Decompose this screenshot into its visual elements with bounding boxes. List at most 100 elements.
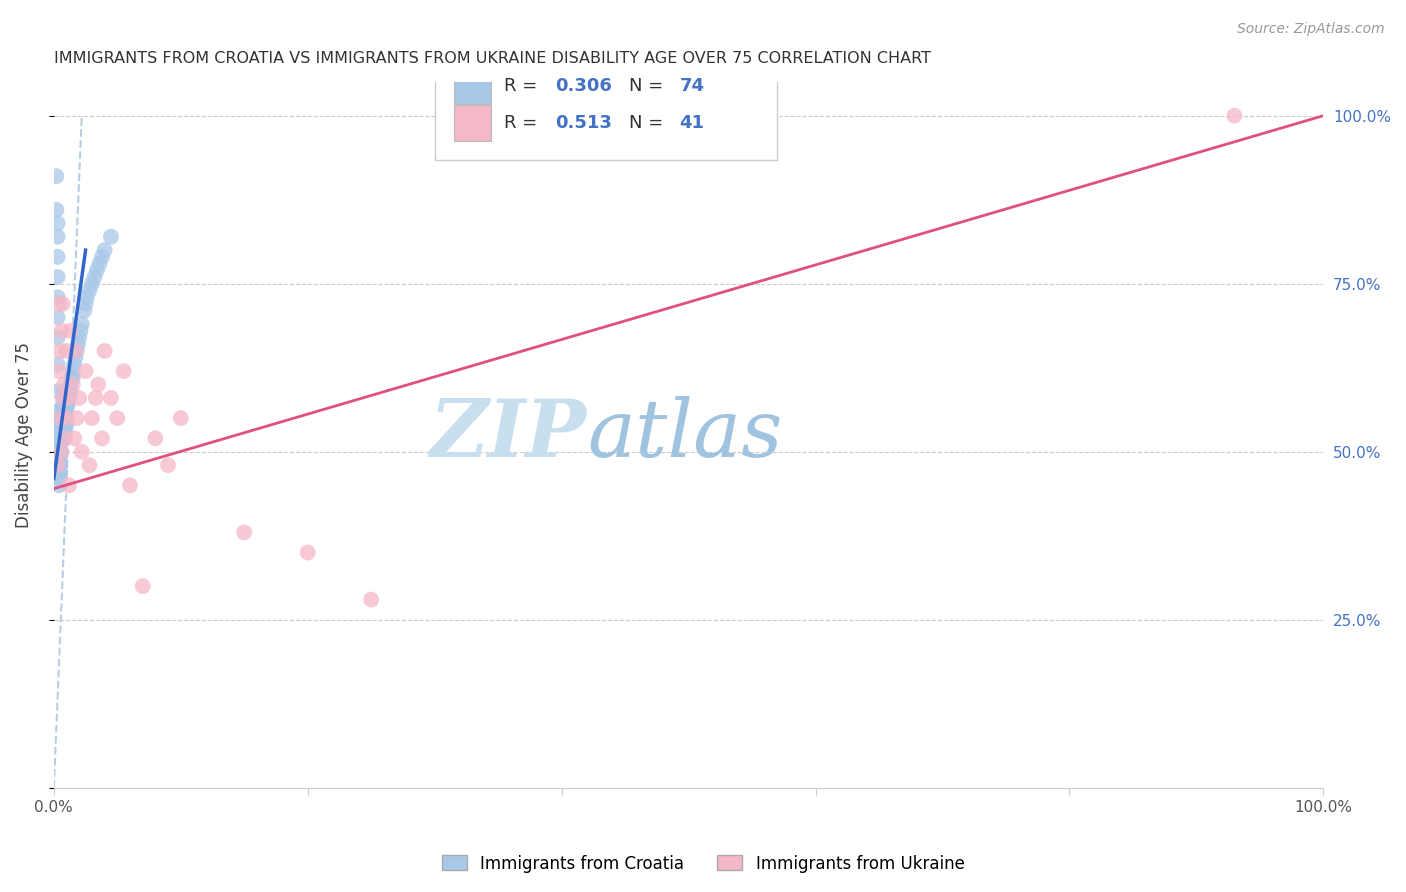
Point	[105, 411, 128, 425]
FancyBboxPatch shape	[434, 78, 778, 160]
Point	[69, 324, 91, 338]
Point	[89, 256, 111, 270]
Point	[83, 270, 105, 285]
Point	[66, 337, 89, 351]
Point	[48, 451, 70, 466]
Text: atlas: atlas	[586, 396, 782, 474]
Point	[58, 391, 80, 405]
Point	[66, 343, 89, 358]
Point	[170, 411, 193, 425]
Point	[62, 377, 84, 392]
Point	[48, 444, 70, 458]
Point	[46, 270, 69, 285]
Point	[46, 229, 69, 244]
Point	[76, 290, 98, 304]
Point	[65, 351, 87, 365]
Point	[63, 431, 86, 445]
Text: R =: R =	[505, 114, 544, 132]
Point	[51, 425, 73, 439]
Point	[48, 297, 70, 311]
Point	[73, 303, 96, 318]
Point	[53, 384, 76, 399]
Point	[70, 317, 93, 331]
Point	[48, 364, 70, 378]
Point	[112, 364, 135, 378]
Point	[49, 343, 72, 358]
Point	[46, 310, 69, 325]
Point	[46, 250, 69, 264]
Point	[62, 364, 84, 378]
Point	[56, 391, 79, 405]
Point	[66, 411, 89, 425]
Y-axis label: Disability Age Over 75: Disability Age Over 75	[15, 342, 32, 528]
Point	[79, 284, 101, 298]
Point	[91, 431, 114, 445]
Point	[46, 384, 69, 399]
Point	[79, 458, 101, 473]
Point	[46, 425, 69, 439]
Point	[48, 465, 70, 479]
Point	[49, 465, 72, 479]
Point	[93, 243, 115, 257]
Point	[45, 202, 67, 217]
Point	[51, 411, 73, 425]
Point	[100, 229, 122, 244]
Point	[157, 458, 180, 473]
Point	[46, 357, 69, 371]
Point	[58, 478, 80, 492]
Point	[48, 411, 70, 425]
Point	[59, 384, 82, 399]
Point	[75, 364, 97, 378]
Text: IMMIGRANTS FROM CROATIA VS IMMIGRANTS FROM UKRAINE DISABILITY AGE OVER 75 CORREL: IMMIGRANTS FROM CROATIA VS IMMIGRANTS FR…	[53, 51, 931, 66]
Point	[70, 444, 93, 458]
Text: N =: N =	[628, 77, 669, 95]
FancyBboxPatch shape	[454, 68, 491, 104]
Point	[87, 377, 110, 392]
Point	[55, 417, 77, 432]
Point	[118, 478, 141, 492]
Point	[49, 444, 72, 458]
Point	[65, 343, 87, 358]
Point	[52, 411, 75, 425]
Point	[52, 417, 75, 432]
Text: 41: 41	[679, 114, 704, 132]
Text: ZIP: ZIP	[430, 396, 586, 474]
Point	[55, 404, 77, 418]
Text: 74: 74	[679, 77, 704, 95]
Point	[46, 330, 69, 344]
Point	[93, 343, 115, 358]
Point	[49, 411, 72, 425]
Text: R =: R =	[505, 77, 544, 95]
Point	[297, 545, 319, 559]
Point	[49, 458, 72, 473]
Point	[52, 404, 75, 418]
Point	[67, 330, 90, 344]
Point	[84, 391, 107, 405]
Point	[49, 431, 72, 445]
Point	[53, 398, 76, 412]
Point	[80, 411, 103, 425]
Point	[52, 398, 75, 412]
Point	[62, 371, 84, 385]
Point	[53, 391, 76, 405]
Point	[59, 324, 82, 338]
Point	[53, 425, 76, 439]
Text: Source: ZipAtlas.com: Source: ZipAtlas.com	[1237, 22, 1385, 37]
Point	[91, 250, 114, 264]
Point	[1223, 109, 1246, 123]
Point	[53, 431, 76, 445]
Point	[53, 404, 76, 418]
Point	[58, 384, 80, 399]
Point	[46, 458, 69, 473]
Point	[48, 425, 70, 439]
Point	[46, 290, 69, 304]
Point	[52, 391, 75, 405]
Point	[360, 592, 382, 607]
Point	[51, 324, 73, 338]
Point	[48, 458, 70, 473]
Point	[49, 438, 72, 452]
Point	[55, 411, 77, 425]
Point	[55, 411, 77, 425]
Point	[53, 377, 76, 392]
Point	[53, 417, 76, 432]
